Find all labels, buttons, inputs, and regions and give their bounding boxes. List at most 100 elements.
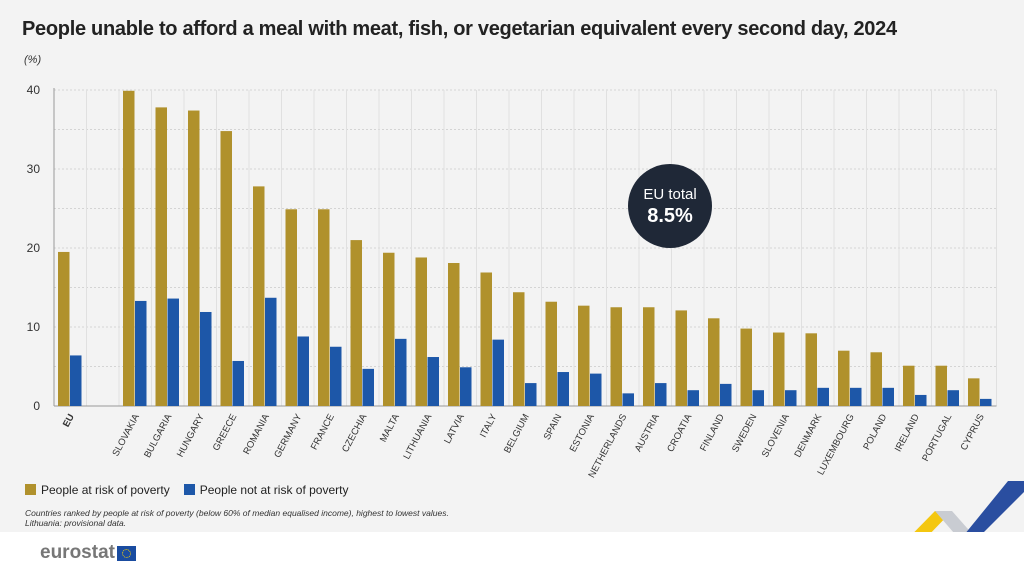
bar-poverty bbox=[903, 365, 915, 406]
bar-poverty bbox=[253, 186, 265, 406]
x-tick-label: IRELAND bbox=[893, 412, 922, 454]
bar-poverty bbox=[805, 333, 817, 406]
eu-flag-icon bbox=[116, 545, 136, 561]
bar-poverty bbox=[220, 131, 232, 406]
bar-not-poverty bbox=[525, 383, 537, 406]
bar-not-poverty bbox=[265, 297, 277, 406]
bar-poverty bbox=[513, 292, 525, 406]
x-tick-label: SLOVAKIA bbox=[110, 412, 142, 459]
bar-poverty bbox=[285, 209, 297, 406]
x-tick-label: POLAND bbox=[861, 412, 889, 452]
bar-not-poverty bbox=[135, 300, 147, 406]
bar-poverty bbox=[610, 307, 622, 406]
legend: People at risk of poverty People not at … bbox=[25, 483, 348, 497]
x-tick-label: LATVIA bbox=[442, 412, 467, 446]
bar-not-poverty bbox=[882, 387, 894, 406]
legend-item-poverty: People at risk of poverty bbox=[25, 483, 170, 497]
logo-text: eurostat bbox=[40, 542, 115, 563]
bar-not-poverty bbox=[427, 357, 439, 406]
x-tick-label: CYPRUS bbox=[959, 412, 987, 452]
bar-not-poverty bbox=[167, 298, 179, 406]
bar-not-poverty bbox=[785, 390, 797, 406]
bar-not-poverty bbox=[622, 393, 634, 406]
x-tick-label: SLOVENIA bbox=[760, 412, 792, 460]
y-tick-label: 0 bbox=[33, 399, 40, 413]
bar-not-poverty bbox=[850, 387, 862, 406]
bar-not-poverty bbox=[590, 373, 602, 406]
x-tick-label: DENMARK bbox=[792, 412, 824, 460]
footer bbox=[0, 532, 1024, 567]
x-tick-label: SPAIN bbox=[542, 412, 565, 442]
bar-not-poverty bbox=[200, 311, 212, 406]
x-tick-label: SWEDEN bbox=[730, 412, 759, 454]
bar-not-poverty bbox=[915, 394, 927, 406]
bar-poverty bbox=[123, 90, 135, 406]
y-tick-label: 30 bbox=[27, 162, 41, 176]
bar-not-poverty bbox=[655, 383, 667, 406]
bar-poverty bbox=[773, 332, 785, 406]
eu-total-value: 8.5% bbox=[647, 205, 693, 227]
x-tick-label: FINLAND bbox=[698, 412, 727, 453]
x-tick-label: FRANCE bbox=[309, 412, 337, 452]
footnote-line: Lithuania: provisional data. bbox=[25, 518, 127, 528]
bar-poverty bbox=[155, 107, 167, 406]
x-tick-label: LITHUANIA bbox=[401, 412, 434, 462]
y-tick-label: 40 bbox=[27, 83, 41, 97]
legend-swatch bbox=[25, 484, 36, 495]
bar-poverty bbox=[415, 257, 427, 406]
bar-poverty bbox=[578, 305, 590, 406]
x-tick-label: BELGIUM bbox=[502, 412, 532, 455]
bar-poverty bbox=[643, 307, 655, 406]
eu-total-label: EU total bbox=[643, 186, 697, 203]
bar-poverty bbox=[675, 310, 687, 406]
footnote: Countries ranked by people at risk of po… bbox=[25, 508, 449, 528]
x-tick-label: CZECHIA bbox=[340, 412, 370, 455]
x-tick-label: BULGARIA bbox=[142, 412, 175, 460]
bar-not-poverty bbox=[557, 372, 569, 406]
bar-poverty bbox=[708, 318, 720, 406]
bar-poverty bbox=[480, 272, 492, 406]
bar-poverty bbox=[188, 110, 200, 406]
bar-poverty bbox=[870, 352, 882, 406]
bar-poverty bbox=[350, 240, 362, 406]
bar-not-poverty bbox=[70, 355, 82, 406]
y-tick-label: 20 bbox=[27, 241, 41, 255]
chart-title: People unable to afford a meal with meat… bbox=[22, 18, 897, 40]
bar-poverty bbox=[58, 251, 70, 406]
x-tick-label: MALTA bbox=[378, 412, 402, 444]
eu-total-badge: EU total 8.5% bbox=[628, 164, 712, 248]
x-tick-label: ESTONIA bbox=[568, 412, 598, 454]
bar-poverty bbox=[383, 252, 395, 406]
bar-poverty bbox=[968, 378, 980, 406]
x-tick-label: HUNGARY bbox=[175, 412, 207, 460]
x-tick-label: EU bbox=[61, 412, 77, 429]
legend-swatch bbox=[183, 484, 195, 495]
bar-poverty bbox=[838, 350, 850, 406]
x-tick-label: AUSTRIA bbox=[633, 412, 662, 454]
footnote-line: Countries ranked by people at risk of po… bbox=[25, 508, 449, 518]
bar-not-poverty bbox=[947, 390, 959, 406]
x-tick-label: GREECE bbox=[211, 412, 240, 453]
bar-not-poverty bbox=[232, 360, 244, 406]
y-tick-label: 10 bbox=[27, 320, 41, 334]
bar-poverty bbox=[740, 328, 752, 406]
bar-not-poverty bbox=[720, 383, 732, 406]
bar-not-poverty bbox=[362, 368, 374, 406]
x-tick-label: ROMANIA bbox=[241, 412, 272, 457]
bar-not-poverty bbox=[460, 367, 472, 406]
bar-not-poverty bbox=[330, 346, 342, 406]
axis-labels: 0 10 20 30 40 EU SLOVAKIA BULGARIA HUNGARY GREECE… bbox=[27, 83, 987, 480]
bar-poverty bbox=[318, 209, 330, 406]
bars bbox=[58, 90, 992, 406]
bar-poverty bbox=[448, 263, 460, 406]
bar-not-poverty bbox=[817, 387, 829, 406]
legend-label: People not at risk of poverty bbox=[199, 483, 349, 497]
legend-item-not-poverty: People not at risk of poverty bbox=[183, 483, 349, 497]
bar-not-poverty bbox=[297, 336, 309, 406]
bar-poverty bbox=[545, 301, 557, 406]
x-tick-label: PORTUGAL bbox=[920, 412, 954, 463]
eurostat-logo: eurostat bbox=[40, 542, 136, 564]
x-tick-label: ITALY bbox=[478, 412, 500, 440]
bar-not-poverty bbox=[752, 390, 764, 406]
